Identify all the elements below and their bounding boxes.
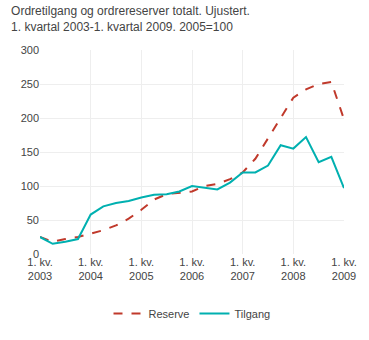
svg-text:100: 100 [21, 180, 39, 192]
svg-text:50: 50 [27, 214, 39, 226]
svg-text:1. kv.2003: 1. kv.2003 [27, 256, 52, 282]
svg-text:0: 0 [33, 248, 39, 260]
svg-text:Ordretilgang og ordrereserver: Ordretilgang og ordrereserver totalt. Uj… [11, 4, 250, 34]
svg-text:200: 200 [21, 112, 39, 124]
svg-text:Tilgang: Tilgang [234, 308, 270, 320]
svg-text:1. kv.2008: 1. kv.2008 [281, 256, 306, 282]
svg-text:300: 300 [21, 44, 39, 56]
svg-text:1. kv.2005: 1. kv.2005 [129, 256, 154, 282]
svg-text:1. kv.2009: 1. kv.2009 [331, 256, 356, 282]
svg-text:1. kv.2004: 1. kv.2004 [78, 256, 103, 282]
svg-text:250: 250 [21, 78, 39, 90]
svg-text:1. kv.2006: 1. kv.2006 [179, 256, 204, 282]
svg-text:Reserve: Reserve [149, 308, 190, 320]
svg-text:1. kv.2007: 1. kv.2007 [230, 256, 255, 282]
svg-text:150: 150 [21, 146, 39, 158]
